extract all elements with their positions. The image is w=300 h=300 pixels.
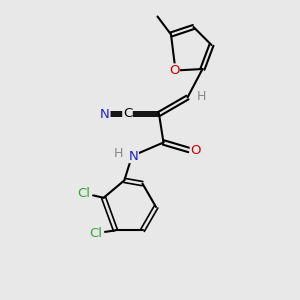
Text: N: N xyxy=(129,149,138,163)
Text: Cl: Cl xyxy=(78,187,91,200)
Text: H: H xyxy=(196,90,206,104)
Text: N: N xyxy=(100,107,110,121)
Text: C: C xyxy=(123,107,132,120)
Text: O: O xyxy=(169,64,179,77)
Text: O: O xyxy=(190,144,201,157)
Text: Cl: Cl xyxy=(89,227,103,240)
Text: H: H xyxy=(114,147,123,160)
